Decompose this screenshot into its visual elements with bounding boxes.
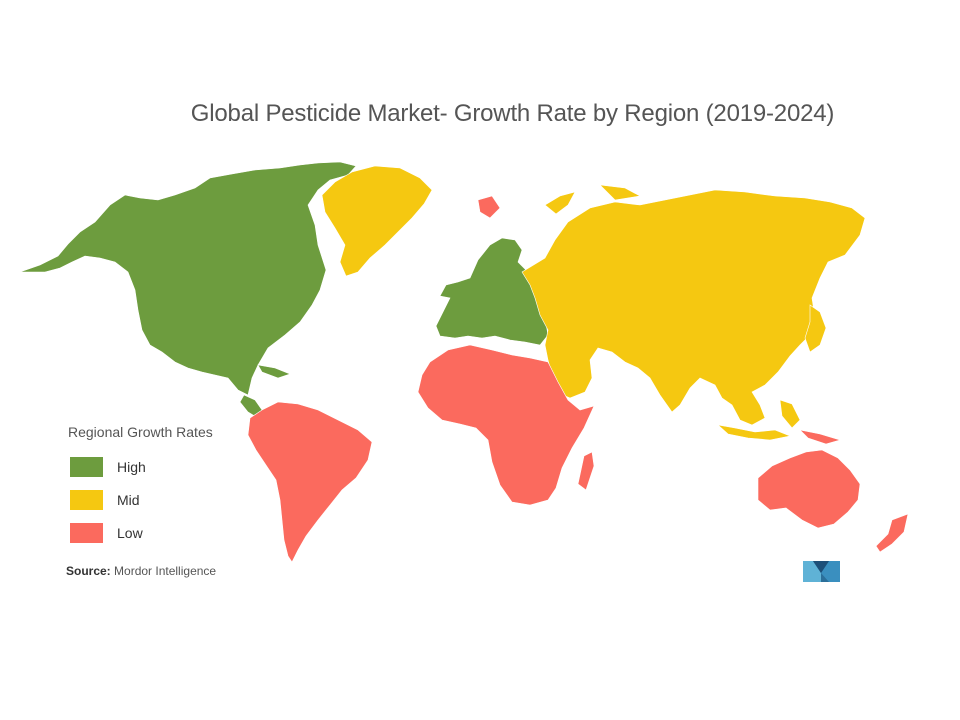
region-oceania[interactable] <box>477 195 909 553</box>
region-europe[interactable] <box>435 237 549 346</box>
legend-item-low: Low <box>70 523 143 543</box>
source-text: Mordor Intelligence <box>114 564 217 578</box>
region-asia[interactable] <box>521 184 866 441</box>
legend-label-high: High <box>117 459 146 475</box>
legend-swatch-high <box>70 457 103 477</box>
legend-swatch-low <box>70 523 103 543</box>
legend-label-low: Low <box>117 525 143 541</box>
map-title: Global Pesticide Market- Growth Rate by … <box>190 100 835 127</box>
legend-title: Regional Growth Rates <box>68 424 213 440</box>
source-label: Source: <box>66 564 111 578</box>
mordor-logo <box>803 561 840 582</box>
legend-swatch-mid <box>70 490 103 510</box>
source-note: Source: Mordor Intelligence <box>66 564 216 578</box>
region-africa[interactable] <box>417 344 595 506</box>
region-greenland[interactable] <box>321 165 433 277</box>
region-north-america[interactable] <box>19 161 357 419</box>
region-south-america[interactable] <box>247 401 373 563</box>
legend-item-high: High <box>70 457 146 477</box>
legend-label-mid: Mid <box>117 492 140 508</box>
legend-item-mid: Mid <box>70 490 140 510</box>
